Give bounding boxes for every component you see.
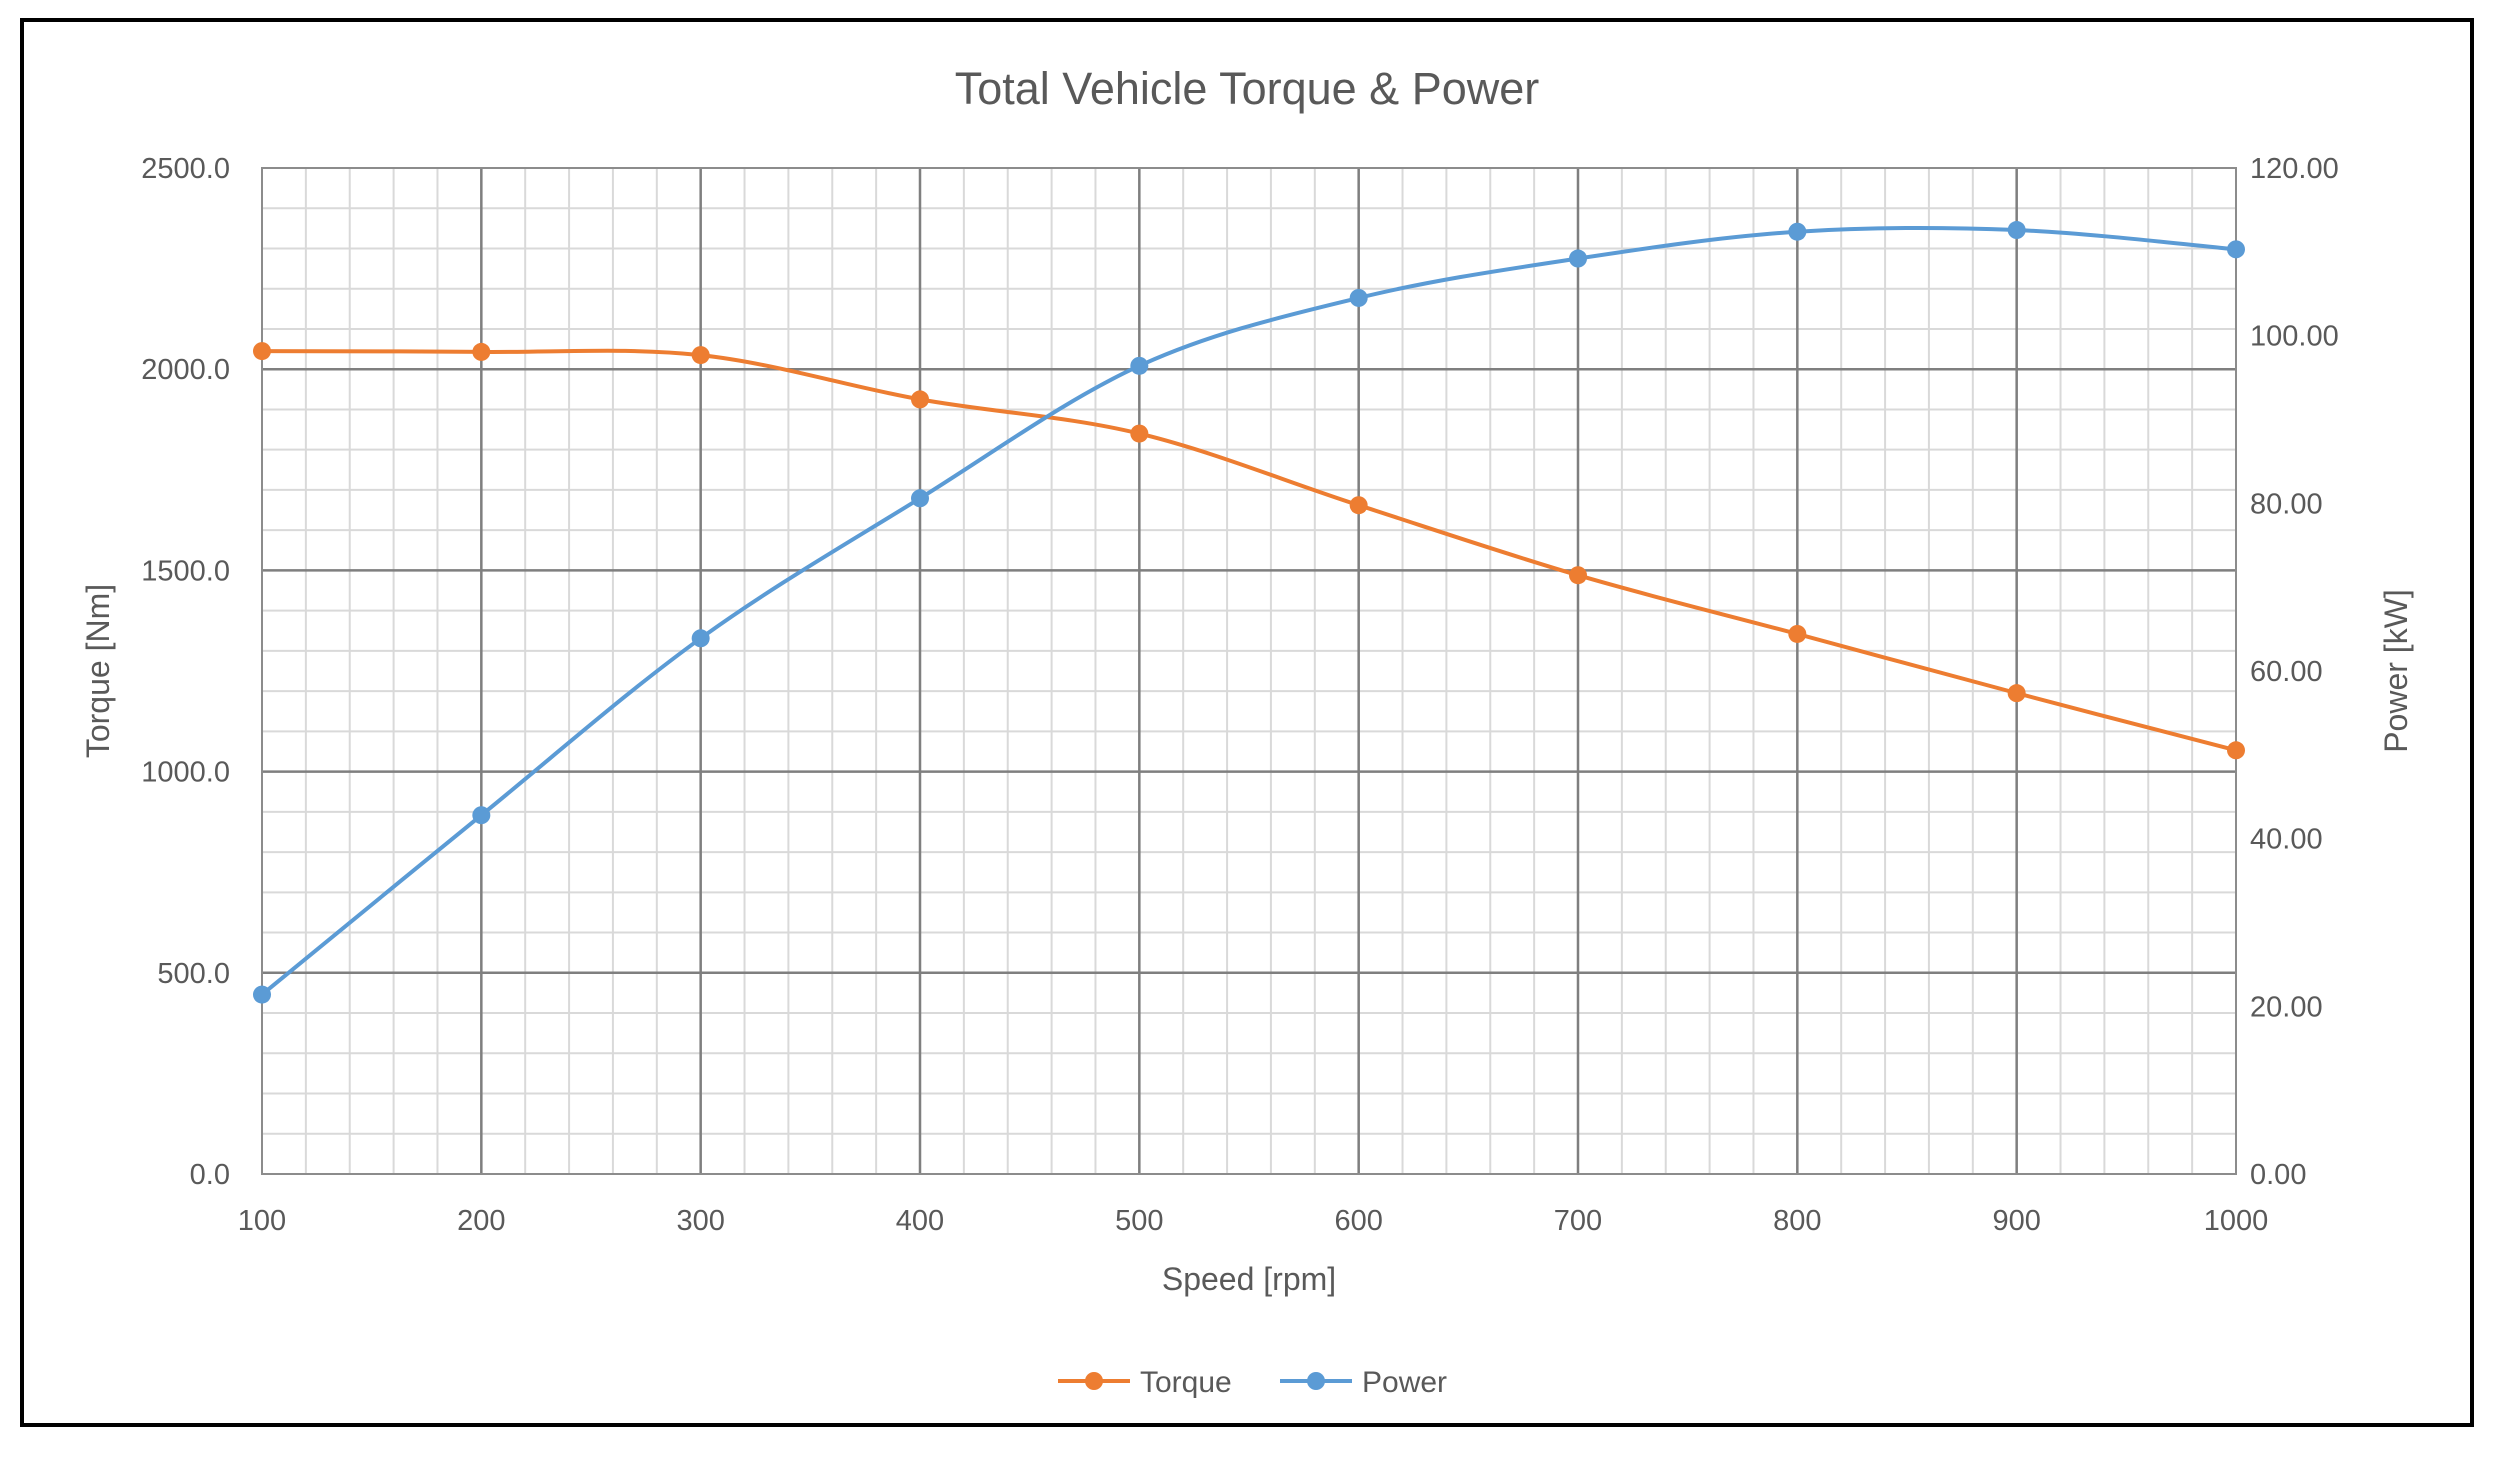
power-data-point[interactable] — [2227, 240, 2245, 259]
left-axis-title: Torque [Nm] — [80, 584, 116, 758]
power-data-point[interactable] — [691, 629, 710, 648]
x-tick-label: 300 — [676, 1205, 724, 1237]
x-tick-label: 200 — [457, 1205, 505, 1237]
x-tick-label: 700 — [1554, 1205, 1602, 1237]
right-y-tick-label: 40.00 — [2250, 824, 2323, 856]
power-data-point[interactable] — [1349, 288, 1368, 307]
x-tick-label: 800 — [1773, 1205, 1821, 1237]
torque-data-point[interactable] — [911, 390, 929, 409]
torque-data-point[interactable] — [472, 342, 491, 361]
right-y-tick-label: 20.00 — [2250, 991, 2323, 1023]
legend-item-power[interactable]: Power — [1280, 1366, 1447, 1399]
right-y-tick-label: 100.00 — [2250, 321, 2339, 353]
legend: Torque Power — [1058, 1366, 1447, 1399]
left-y-tick-label: 2500.0 — [141, 153, 230, 185]
torque-data-point[interactable] — [1788, 624, 1807, 643]
x-axis-tick-labels: 100 200 300 400 500 600 700 800 900 1000 — [238, 1205, 2268, 1237]
right-axis-tick-labels: 0.00 20.00 40.00 60.00 80.00 100.00 120.00 — [2250, 153, 2339, 1191]
left-y-tick-label: 1500.0 — [141, 555, 230, 587]
power-data-point[interactable] — [1788, 222, 1807, 241]
legend-torque-marker — [1085, 1372, 1103, 1390]
x-tick-label: 900 — [1992, 1205, 2040, 1237]
power-data-point[interactable] — [1569, 249, 1587, 268]
torque-data-point[interactable] — [2007, 684, 2026, 703]
power-series-line — [260, 225, 2238, 997]
left-y-tick-label: 0.0 — [190, 1159, 230, 1191]
torque-data-point[interactable] — [2227, 741, 2245, 760]
left-y-tick-label: 2000.0 — [141, 354, 230, 386]
chart-title: Total Vehicle Torque & Power — [955, 63, 1540, 114]
right-y-tick-label: 60.00 — [2250, 656, 2323, 688]
legend-item-torque[interactable]: Torque — [1058, 1366, 1232, 1399]
torque-data-point[interactable] — [1349, 496, 1368, 515]
x-tick-label: 100 — [238, 1205, 286, 1237]
torque-data-point[interactable] — [1569, 566, 1587, 585]
torque-data-point[interactable] — [691, 346, 710, 365]
x-tick-label: 500 — [1115, 1205, 1163, 1237]
torque-series-line — [260, 348, 2238, 753]
power-data-point[interactable] — [1130, 356, 1149, 375]
series-layer — [253, 221, 2245, 1004]
left-y-tick-label: 500.0 — [157, 958, 230, 990]
chart-border — [20, 18, 2474, 1427]
right-y-tick-label: 0.00 — [2250, 1159, 2306, 1191]
legend-power-label: Power — [1362, 1366, 1447, 1399]
legend-power-marker — [1307, 1372, 1325, 1390]
x-tick-label: 400 — [896, 1205, 944, 1237]
power-data-point[interactable] — [253, 985, 271, 1004]
power-data-point[interactable] — [2007, 221, 2026, 240]
power-data-point[interactable] — [911, 489, 929, 508]
right-y-tick-label: 120.00 — [2250, 153, 2339, 185]
left-axis-tick-labels: 0.0 500.0 1000.0 1500.0 2000.0 2500.0 — [141, 153, 230, 1191]
power-data-point[interactable] — [472, 806, 491, 825]
x-axis-title: Speed [rpm] — [1162, 1261, 1336, 1297]
plot-area-border — [261, 167, 2237, 1175]
right-y-tick-label: 80.00 — [2250, 488, 2323, 520]
x-tick-label: 1000 — [2204, 1205, 2269, 1237]
x-tick-label: 600 — [1334, 1205, 1382, 1237]
torque-data-point[interactable] — [1130, 424, 1149, 443]
right-axis-title: Power [kW] — [2378, 589, 2414, 753]
legend-torque-label: Torque — [1140, 1366, 1232, 1399]
major-gridlines — [262, 168, 2236, 1174]
torque-data-point[interactable] — [253, 342, 271, 361]
left-y-tick-label: 1000.0 — [141, 757, 230, 789]
